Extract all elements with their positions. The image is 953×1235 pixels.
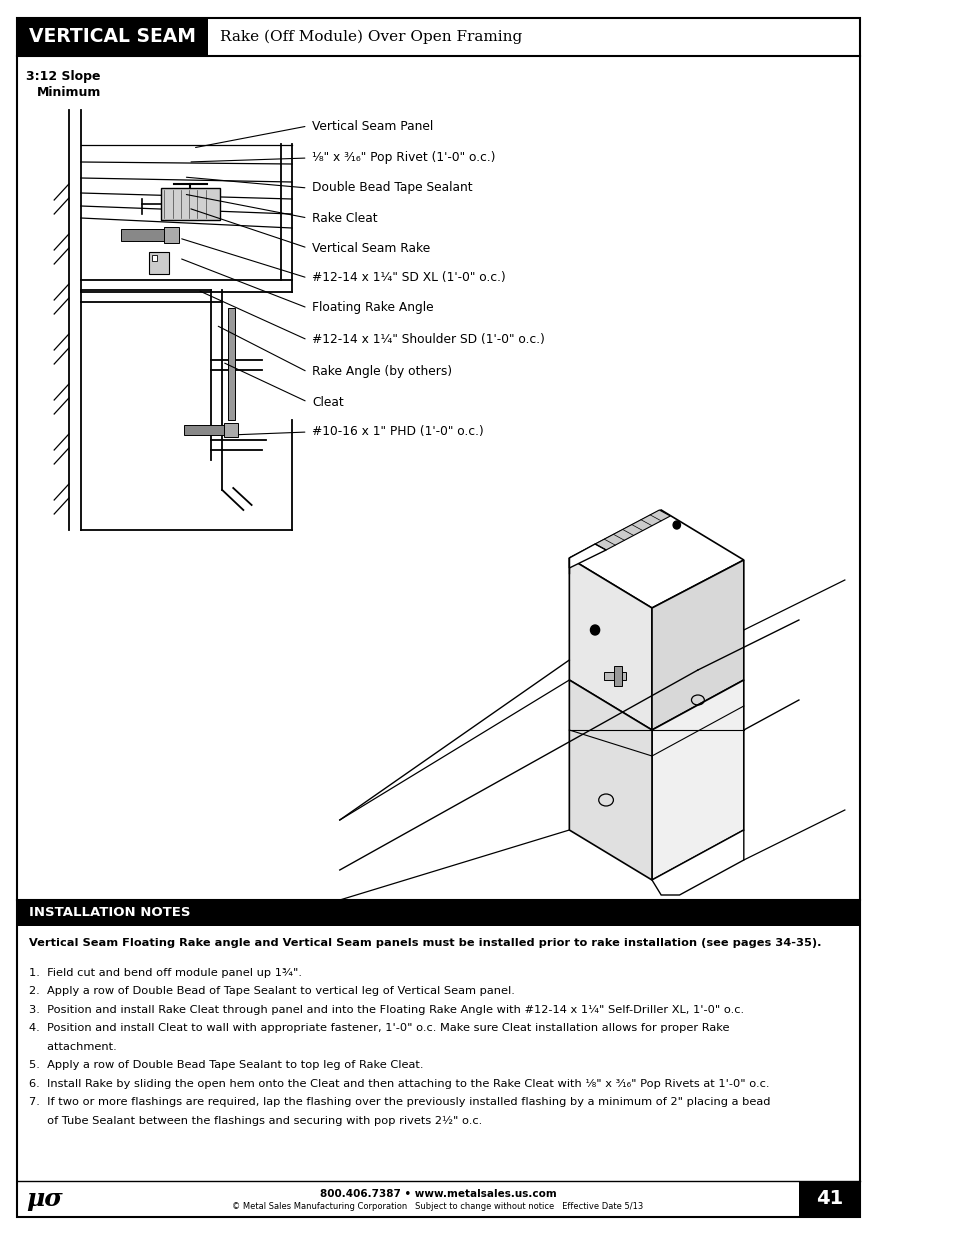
Circle shape <box>673 521 679 529</box>
Polygon shape <box>595 510 670 550</box>
Bar <box>798 1181 859 1216</box>
Text: Rake (Off Module) Over Open Framing: Rake (Off Module) Over Open Framing <box>220 30 522 44</box>
Text: Rake Cleat: Rake Cleat <box>312 211 377 225</box>
Text: Floating Rake Angle: Floating Rake Angle <box>312 301 434 315</box>
Text: 2.  Apply a row of Double Bead of Tape Sealant to vertical leg of Vertical Seam : 2. Apply a row of Double Bead of Tape Se… <box>30 986 515 997</box>
Text: 1.  Field cut and bend off module panel up 1¾".: 1. Field cut and bend off module panel u… <box>30 967 302 978</box>
Text: Cleat: Cleat <box>312 395 344 409</box>
Text: INSTALLATION NOTES: INSTALLATION NOTES <box>30 906 191 920</box>
Text: Minimum: Minimum <box>37 86 101 99</box>
Bar <box>152 254 157 261</box>
Text: 4.  Position and install Cleat to wall with appropriate fastener, 1'-0" o.c. Mak: 4. Position and install Cleat to wall wi… <box>30 1023 729 1034</box>
Polygon shape <box>651 680 743 881</box>
Polygon shape <box>569 510 743 608</box>
Bar <box>184 425 232 435</box>
Text: ¹⁄₈" x ³⁄₁₆" Pop Rivet (1'-0" o.c.): ¹⁄₈" x ³⁄₁₆" Pop Rivet (1'-0" o.c.) <box>312 152 496 164</box>
Text: #12-14 x 1¹⁄₄" SD XL (1'-0" o.c.): #12-14 x 1¹⁄₄" SD XL (1'-0" o.c.) <box>312 272 505 284</box>
Text: 800.406.7387 • www.metalsales.us.com: 800.406.7387 • www.metalsales.us.com <box>319 1188 556 1199</box>
Text: μσ: μσ <box>26 1187 62 1212</box>
Bar <box>603 672 625 680</box>
Bar <box>614 666 621 685</box>
Bar <box>164 227 179 243</box>
Bar <box>149 252 169 274</box>
Text: Vertical Seam Rake: Vertical Seam Rake <box>312 242 430 254</box>
Bar <box>228 308 234 420</box>
Text: Rake Angle (by others): Rake Angle (by others) <box>312 366 452 378</box>
Text: 3:12 Slope: 3:12 Slope <box>26 70 100 83</box>
Polygon shape <box>651 830 743 895</box>
Text: © Metal Sales Manufacturing Corporation   Subject to change without notice   Eff: © Metal Sales Manufacturing Corporation … <box>233 1203 643 1212</box>
Bar <box>160 188 220 220</box>
Polygon shape <box>569 543 605 568</box>
Text: #10-16 x 1" PHD (1'-0" o.c.): #10-16 x 1" PHD (1'-0" o.c.) <box>312 426 483 438</box>
Polygon shape <box>569 680 651 881</box>
Text: 6.  Install Rake by sliding the open hem onto the Cleat and then attaching to th: 6. Install Rake by sliding the open hem … <box>30 1078 769 1088</box>
Text: #12-14 x 1¹⁄₄" Shoulder SD (1'-0" o.c.): #12-14 x 1¹⁄₄" Shoulder SD (1'-0" o.c.) <box>312 333 544 347</box>
Circle shape <box>590 625 599 635</box>
Bar <box>121 228 172 241</box>
Text: Vertical Seam Floating Rake angle and Vertical Seam panels must be installed pri: Vertical Seam Floating Rake angle and Ve… <box>30 939 821 948</box>
Text: of Tube Sealant between the flashings and securing with pop rivets 2½" o.c.: of Tube Sealant between the flashings an… <box>30 1115 482 1125</box>
Text: Double Bead Tape Sealant: Double Bead Tape Sealant <box>312 182 473 194</box>
Text: attachment.: attachment. <box>30 1041 117 1051</box>
Text: 5.  Apply a row of Double Bead Tape Sealant to top leg of Rake Cleat.: 5. Apply a row of Double Bead Tape Seala… <box>30 1060 423 1070</box>
Text: 3.  Position and install Rake Cleat through panel and into the Floating Rake Ang: 3. Position and install Rake Cleat throu… <box>30 1004 743 1015</box>
Text: Vertical Seam Panel: Vertical Seam Panel <box>312 120 433 132</box>
Bar <box>224 424 237 437</box>
Bar <box>16 19 208 56</box>
Bar <box>16 900 859 926</box>
Text: 41: 41 <box>815 1189 841 1209</box>
Text: VERTICAL SEAM: VERTICAL SEAM <box>29 27 195 47</box>
Polygon shape <box>651 559 743 730</box>
Polygon shape <box>569 558 651 730</box>
Text: 7.  If two or more flashings are required, lap the flashing over the previously : 7. If two or more flashings are required… <box>30 1097 770 1107</box>
